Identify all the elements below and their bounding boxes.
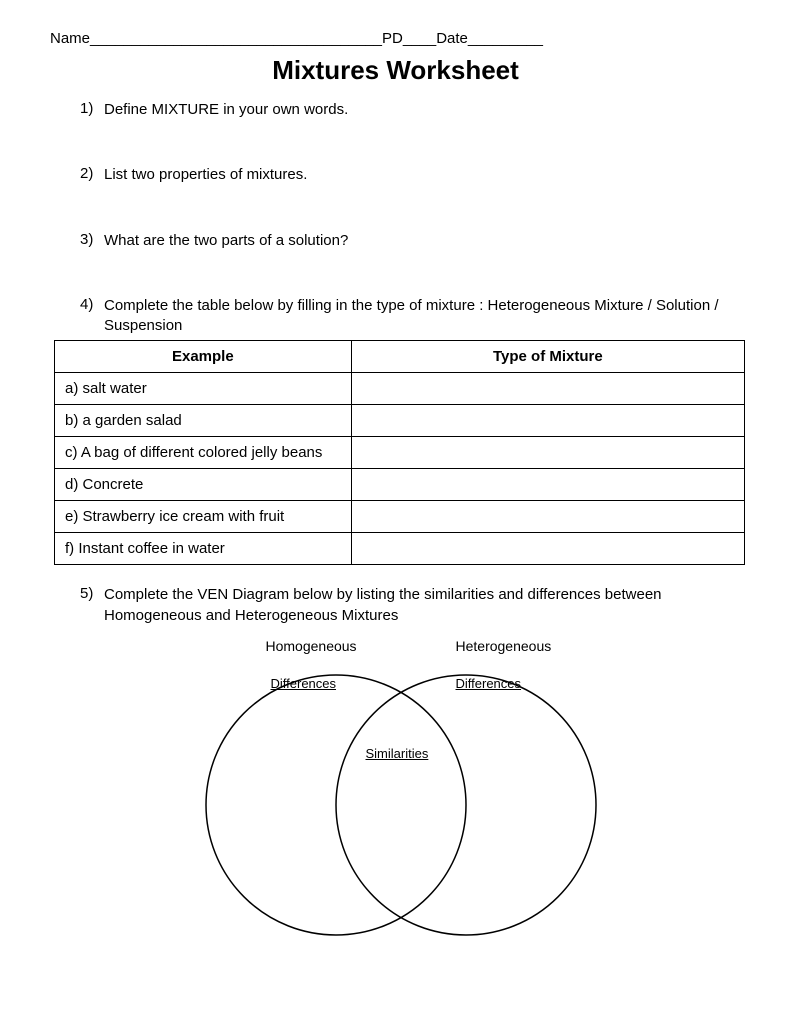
date-label: Date [436,30,468,47]
worksheet-title: Mixtures Worksheet [50,55,741,86]
q3-text: What are the two parts of a solution? [104,231,741,251]
mixture-table: Example Type of Mixture a) salt water b)… [54,340,745,565]
table-row: b) a garden salad [55,405,745,437]
questions-list: 1) Define MIXTURE in your own words. 2) … [50,100,741,336]
q4-number: 4) [80,296,104,337]
type-cell[interactable] [351,373,744,405]
example-cell: d) Concrete [55,469,352,501]
table-header-row: Example Type of Mixture [55,341,745,373]
example-cell: a) salt water [55,373,352,405]
col-example-header: Example [55,341,352,373]
table-row: d) Concrete [55,469,745,501]
venn-differences-left: Differences [271,676,337,691]
q2-number: 2) [80,165,104,185]
venn-diagram: Homogeneous Heterogeneous Differences Di… [166,638,626,948]
type-cell[interactable] [351,533,744,565]
name-label: Name [50,30,90,47]
pd-label: PD [382,30,403,47]
question-5: 5) Complete the VEN Diagram below by lis… [50,585,741,626]
pd-underline[interactable]: ____ [403,30,436,47]
q2-text: List two properties of mixtures. [104,165,741,185]
q1-number: 1) [80,100,104,120]
q5-text: Complete the VEN Diagram below by listin… [104,585,741,626]
type-cell[interactable] [351,405,744,437]
example-cell: f) Instant coffee in water [55,533,352,565]
table-row: e) Strawberry ice cream with fruit [55,501,745,533]
question-3: 3) What are the two parts of a solution? [80,231,741,251]
date-underline[interactable]: _________ [468,30,543,47]
question-1: 1) Define MIXTURE in your own words. [80,100,741,120]
q5-number: 5) [80,585,104,626]
q3-number: 3) [80,231,104,251]
example-cell: e) Strawberry ice cream with fruit [55,501,352,533]
table-row: c) A bag of different colored jelly bean… [55,437,745,469]
table-row: a) salt water [55,373,745,405]
table-row: f) Instant coffee in water [55,533,745,565]
venn-left-title: Homogeneous [266,638,357,654]
q4-text: Complete the table below by filling in t… [104,296,741,337]
example-cell: c) A bag of different colored jelly bean… [55,437,352,469]
question-4: 4) Complete the table below by filling i… [80,296,741,337]
type-cell[interactable] [351,501,744,533]
type-cell[interactable] [351,469,744,501]
venn-similarities: Similarities [366,746,429,761]
venn-svg [166,660,626,950]
col-type-header: Type of Mixture [351,341,744,373]
venn-right-title: Heterogeneous [456,638,552,654]
example-cell: b) a garden salad [55,405,352,437]
question-2: 2) List two properties of mixtures. [80,165,741,185]
venn-differences-right: Differences [456,676,522,691]
q1-text: Define MIXTURE in your own words. [104,100,741,120]
header-line: Name___________________________________P… [50,30,741,47]
name-underline[interactable]: ___________________________________ [90,30,382,47]
type-cell[interactable] [351,437,744,469]
